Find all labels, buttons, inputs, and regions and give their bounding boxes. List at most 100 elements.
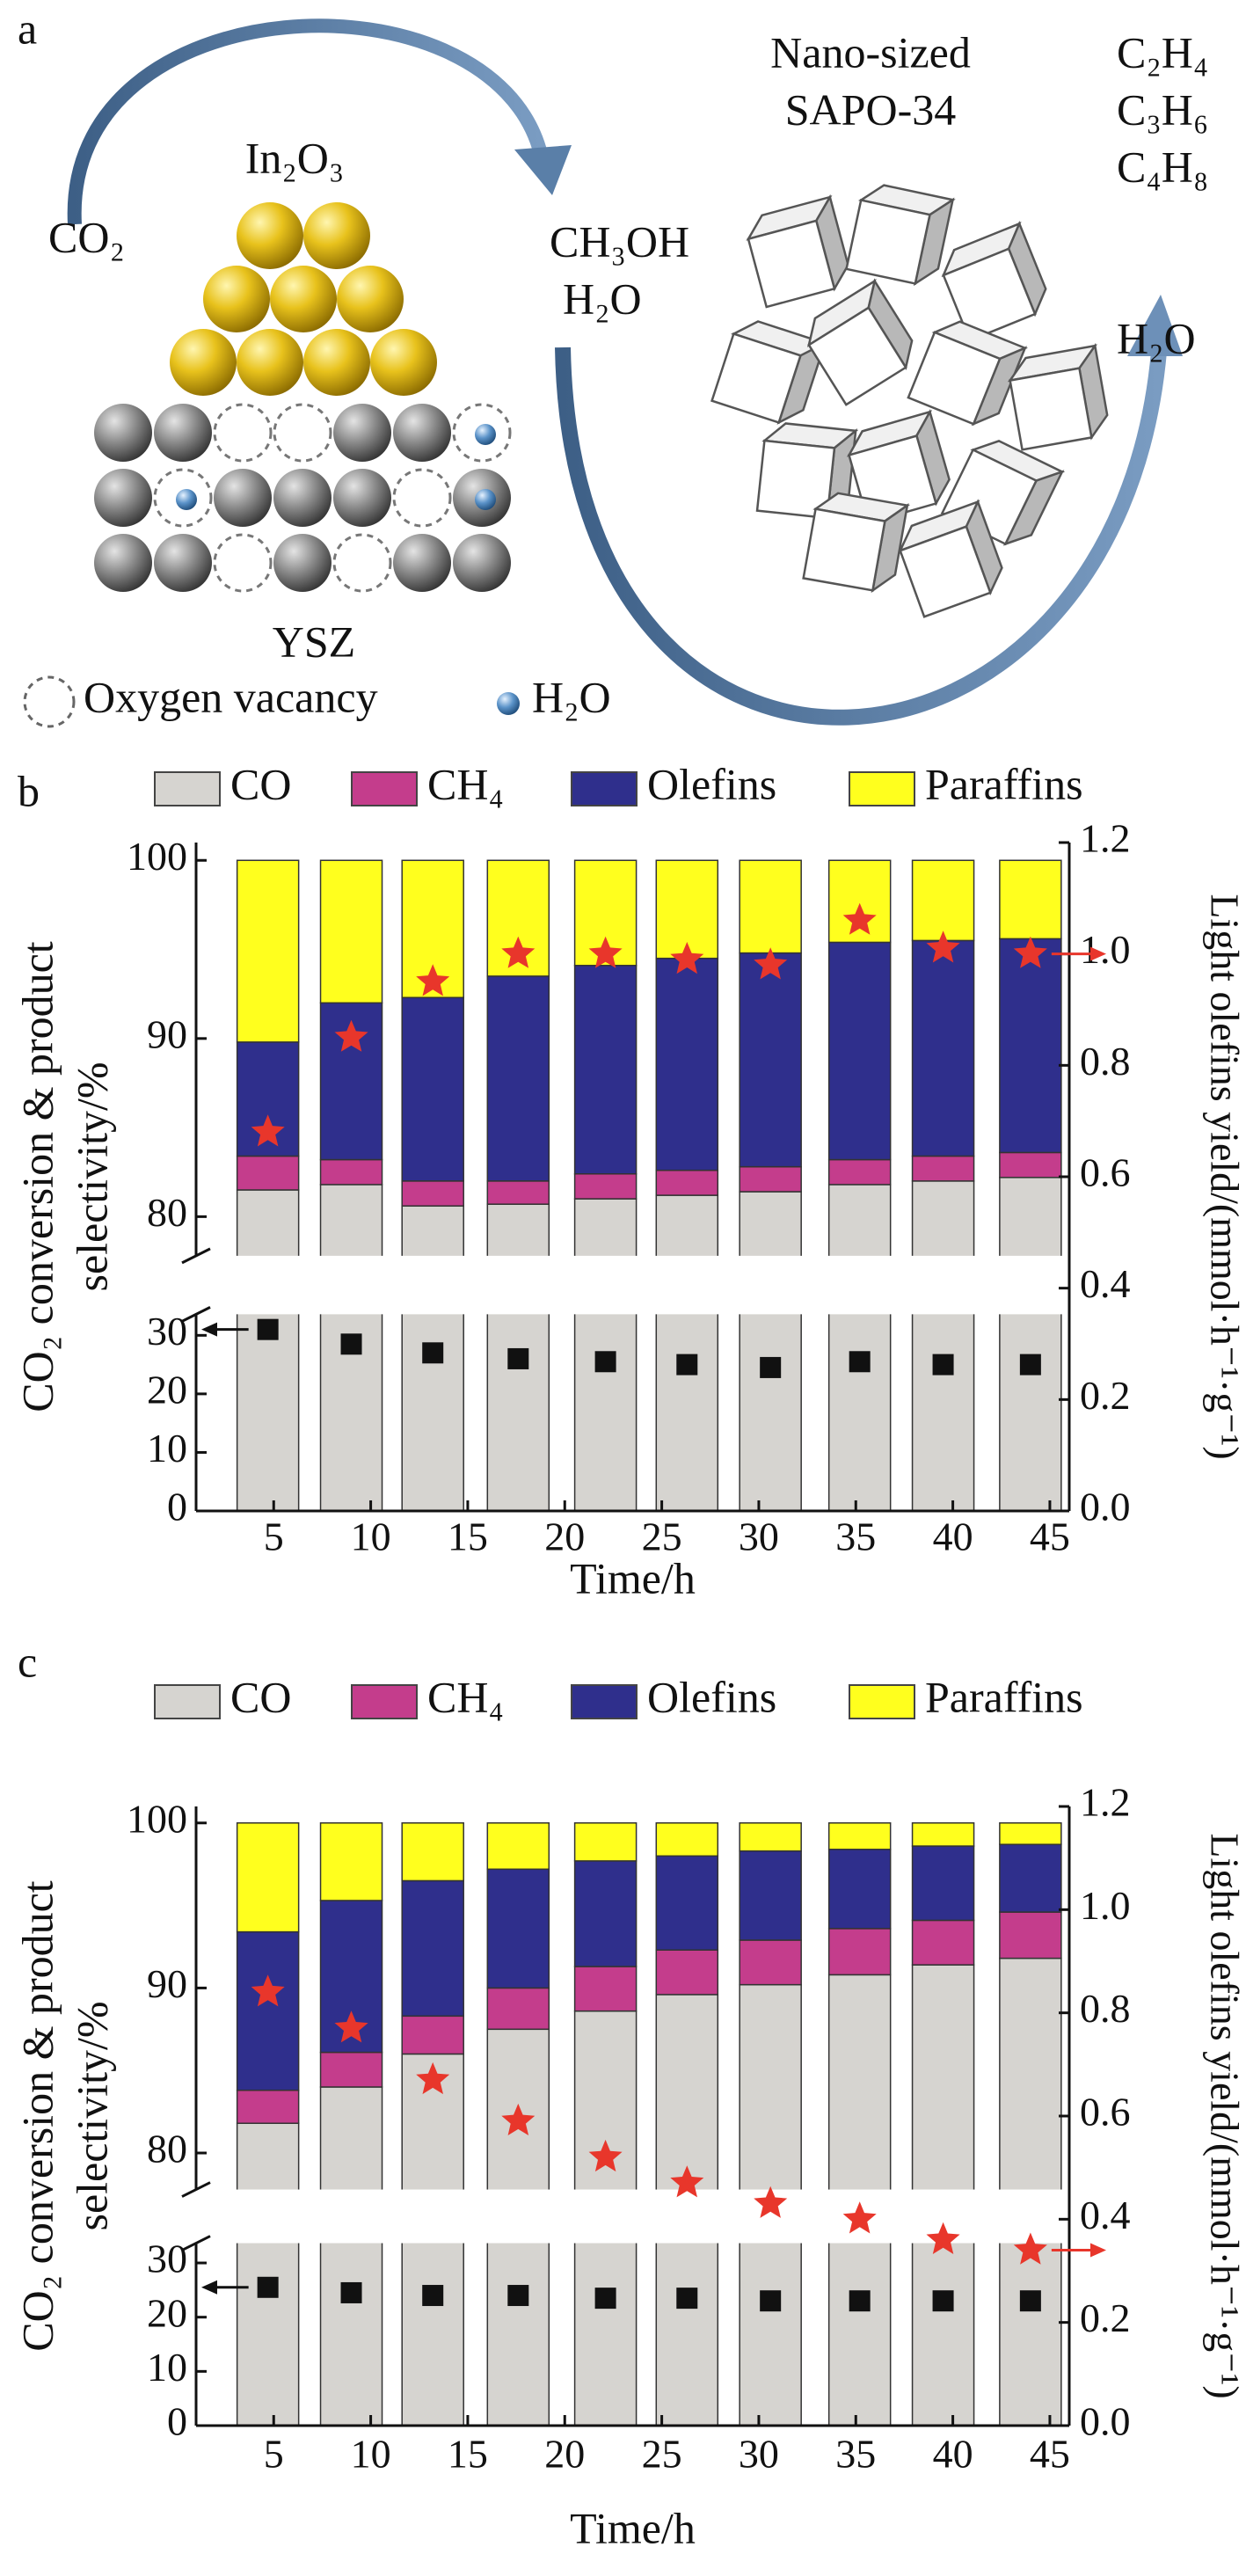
crystal xyxy=(898,499,1003,618)
y-tick-label: 80 xyxy=(147,1190,187,1235)
label: C₃H₆ xyxy=(1117,84,1208,134)
pointer-head xyxy=(1090,946,1106,961)
conversion-point xyxy=(340,2281,362,2303)
x-tick-label: 25 xyxy=(642,1514,682,1559)
bar-segment xyxy=(319,2051,383,2088)
bar-segment xyxy=(999,1843,1062,1913)
y2-tick-label: 1.2 xyxy=(1080,1780,1131,1825)
conversion-point xyxy=(676,1354,698,1376)
face xyxy=(807,306,907,406)
conversion-point xyxy=(340,1333,362,1355)
x-tick-label: 5 xyxy=(264,2432,284,2477)
label: CO₂ xyxy=(48,212,125,261)
y2-tick-label: 0.6 xyxy=(1080,2090,1131,2135)
legend-label: CH₄ xyxy=(427,1672,504,1721)
atom xyxy=(393,534,451,592)
legend-label: H₂O xyxy=(532,672,611,721)
label: H₂O xyxy=(563,274,642,323)
legend-label: Paraffins xyxy=(925,1672,1083,1721)
x-tick-label: 40 xyxy=(933,2432,973,2477)
y2-tick-label: 1.0 xyxy=(1080,1883,1131,1928)
y2-tick-label: 0.4 xyxy=(1080,1261,1131,1306)
yield-point xyxy=(754,2186,788,2218)
bar-segment xyxy=(319,1158,383,1186)
atom xyxy=(453,534,511,592)
legend-label: CH₄ xyxy=(427,759,504,808)
bar-segment xyxy=(999,859,1062,940)
conversion-point xyxy=(507,1347,529,1369)
x-tick-label: 45 xyxy=(1030,1514,1070,1559)
legend-swatch xyxy=(351,771,418,806)
y2-tick-label: 0.2 xyxy=(1080,1373,1131,1418)
bar-segment xyxy=(573,1173,638,1200)
y2-axis-title: Light olefins yield/(mmol·h⁻¹·g⁻¹) xyxy=(1202,1833,1246,2398)
bar-segment xyxy=(319,1822,383,1901)
panel-label: a xyxy=(18,4,37,53)
pointer-head xyxy=(201,2280,217,2295)
y2-tick-label: 0.6 xyxy=(1080,1150,1131,1195)
legend-label: Oxygen vacancy xyxy=(84,672,378,721)
crystal xyxy=(907,320,1028,427)
legend-swatch xyxy=(154,771,221,806)
bar-segment xyxy=(236,859,300,1043)
face xyxy=(899,525,992,618)
bar-segment xyxy=(655,1949,719,1996)
yield-point xyxy=(251,1974,285,2007)
bar-segment xyxy=(911,1845,975,1922)
bar-segment xyxy=(999,1822,1062,1845)
label: C₂H₄ xyxy=(1117,27,1208,77)
y-tick-label: 0 xyxy=(167,2399,187,2444)
atom xyxy=(273,534,332,592)
atom xyxy=(273,469,332,527)
face xyxy=(907,331,1002,426)
vacancy xyxy=(213,403,273,463)
bar-segment xyxy=(236,1189,300,1512)
x-tick-label: 30 xyxy=(739,2432,779,2477)
y-tick-label: 80 xyxy=(147,2127,187,2171)
yield-point xyxy=(1013,936,1047,968)
vacancy xyxy=(452,403,512,463)
x-tick-label: 40 xyxy=(933,1514,973,1559)
conversion-point xyxy=(257,1318,279,1340)
water xyxy=(475,489,496,510)
conversion-point xyxy=(422,2285,444,2307)
arrow xyxy=(555,347,1167,726)
legend-swatch xyxy=(849,1684,915,1719)
y-axis-title: CO₂ conversion & product xyxy=(12,941,62,1412)
y2-tick-label: 1.0 xyxy=(1080,927,1131,972)
atom xyxy=(94,534,152,592)
y-tick-label: 100 xyxy=(127,1796,187,1841)
conversion-point xyxy=(594,1351,616,1373)
crystal xyxy=(802,492,911,594)
face xyxy=(747,219,836,309)
bar-segment xyxy=(911,939,975,1157)
x-axis-title: Time/h xyxy=(570,2503,696,2552)
bar-segment xyxy=(401,1180,464,1207)
legend-swatch xyxy=(849,771,915,806)
yield-point xyxy=(926,2222,960,2254)
bar-segment xyxy=(486,1868,550,1989)
vacancy xyxy=(273,403,332,463)
y-tick-label: 30 xyxy=(147,1309,187,1354)
bar-segment xyxy=(911,1919,975,1966)
bar-segment xyxy=(739,952,802,1168)
conversion-point xyxy=(257,2276,279,2298)
legend-swatch xyxy=(571,771,638,806)
legend-swatch xyxy=(571,1684,638,1719)
legend-swatch xyxy=(351,1684,418,1719)
yield-point xyxy=(926,930,960,963)
bar-segment xyxy=(739,859,802,954)
x-tick-label: 35 xyxy=(835,1514,876,1559)
y2-axis-title: Light olefins yield/(mmol·h⁻¹·g⁻¹) xyxy=(1202,894,1246,1459)
x-tick-label: 30 xyxy=(739,1514,779,1559)
bar-segment xyxy=(655,1169,719,1196)
bar-segment xyxy=(911,1180,975,1512)
bar-segment xyxy=(827,1822,892,1850)
bar-segment xyxy=(911,859,975,942)
bar-segment xyxy=(999,1177,1062,1512)
yield-point xyxy=(1013,2232,1047,2265)
legend-water xyxy=(497,692,520,715)
face xyxy=(755,439,836,520)
